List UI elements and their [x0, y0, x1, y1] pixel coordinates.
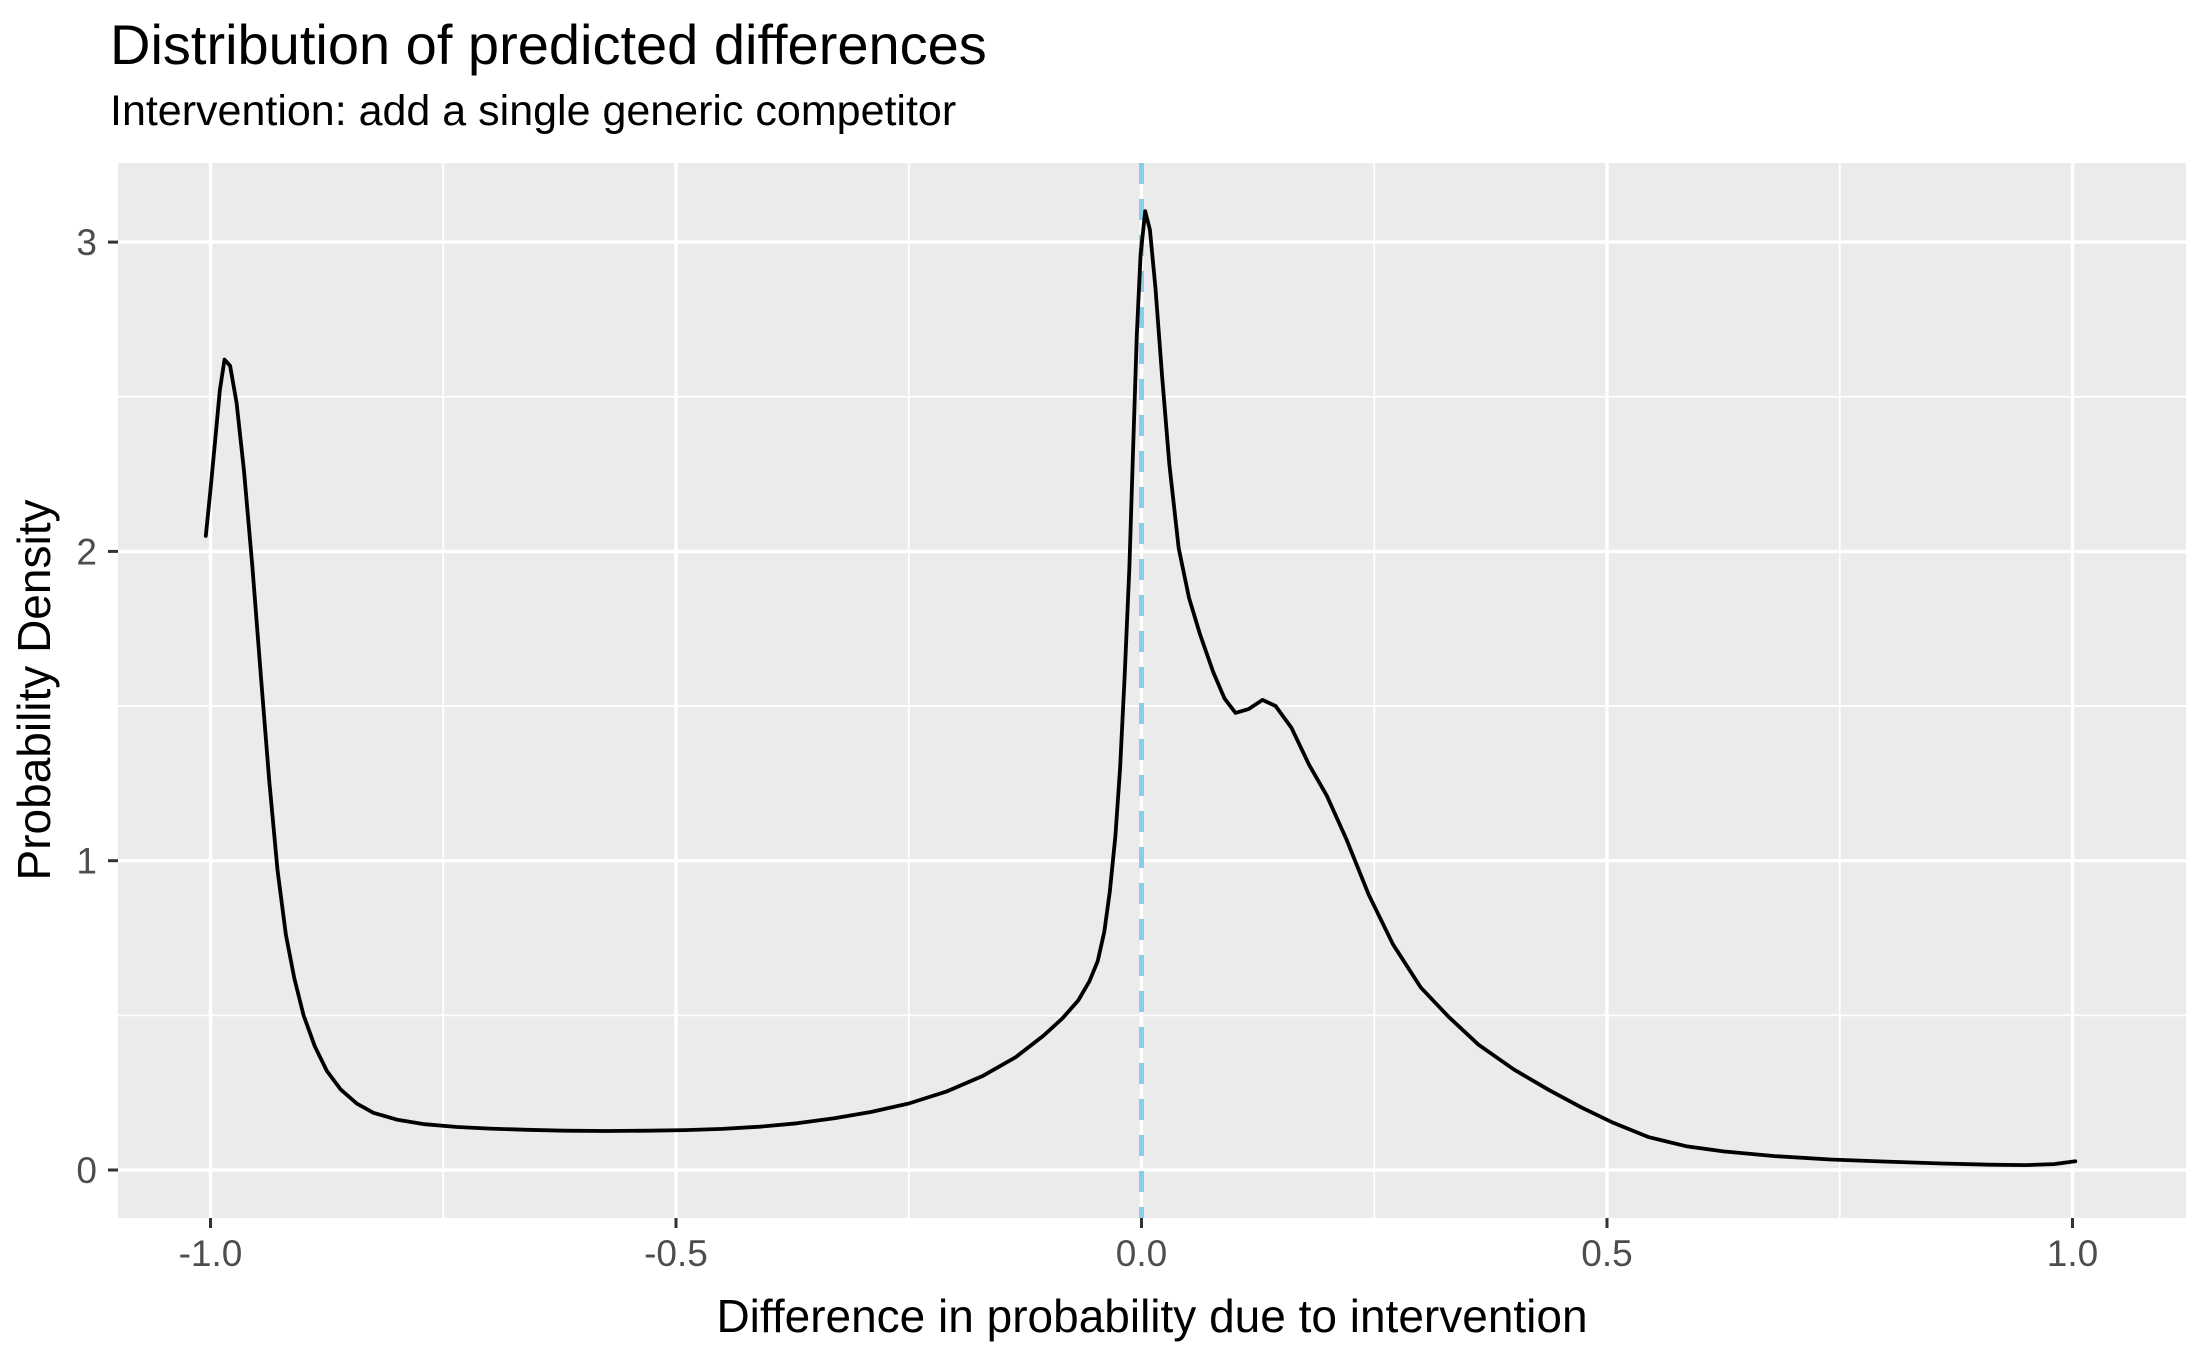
y-tick-label: 0 — [76, 1150, 97, 1191]
density-curve-group — [203, 209, 2078, 1167]
y-axis-title: Probability Density — [8, 500, 60, 881]
x-tick-label: 0.0 — [1116, 1233, 1167, 1274]
x-tick-label: 0.5 — [1581, 1233, 1632, 1274]
y-tick-label: 1 — [76, 841, 97, 882]
y-tick-label: 3 — [76, 222, 97, 263]
density-curve — [203, 209, 2078, 1167]
minor-gridlines — [118, 163, 2186, 1218]
panel-background — [118, 163, 2186, 1218]
plot-panel — [118, 163, 2186, 1218]
axis-tick-labels: -1.0 -0.5 0.0 0.5 1.0 0 1 2 3 — [76, 222, 2098, 1274]
chart-title: Distribution of predicted differences — [110, 13, 987, 76]
x-tick-label: 1.0 — [2047, 1233, 2098, 1274]
x-tick-label: -0.5 — [644, 1233, 708, 1274]
x-tick-label: -1.0 — [179, 1233, 243, 1274]
y-tick-label: 2 — [76, 531, 97, 572]
x-axis-title: Difference in probability due to interve… — [716, 1290, 1587, 1342]
axis-tick-marks — [108, 240, 2074, 1228]
chart-subtitle: Intervention: add a single generic compe… — [110, 87, 956, 135]
